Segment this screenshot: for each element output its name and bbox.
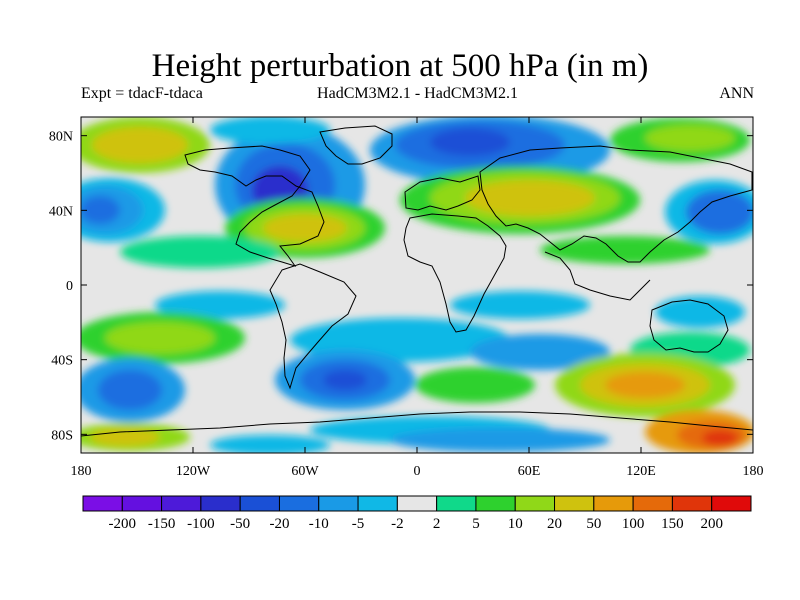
colorbar-swatch [475, 495, 516, 512]
colorbar-label: -100 [187, 516, 215, 532]
field-patch [120, 236, 280, 268]
coastlines [81, 125, 753, 437]
lon-tick-label: 180 [743, 464, 764, 479]
colorbar-label: 200 [700, 516, 723, 532]
colorbar-label: 10 [508, 516, 523, 532]
field-patch [465, 180, 595, 216]
colorbar-swatch [711, 495, 752, 512]
colorbar-swatch [593, 495, 634, 512]
south-america-outline [269, 263, 357, 390]
colorbar-label: -150 [148, 516, 176, 532]
field-patch [90, 428, 160, 446]
field-patch [655, 296, 745, 328]
height-field [81, 117, 753, 453]
colorbar-swatch [121, 495, 163, 512]
field-patch [92, 127, 188, 163]
field-patch [390, 428, 610, 452]
colorbar-swatch [161, 495, 202, 512]
lon-tick-label: 60E [518, 464, 541, 479]
field-patch [450, 291, 590, 319]
europe-outline [404, 175, 481, 211]
field-patch [702, 430, 738, 446]
lon-tick-label: 180 [71, 464, 92, 479]
lon-tick-label: 120E [626, 464, 656, 479]
colorbar-label: 20 [547, 516, 562, 532]
field-patch [430, 128, 510, 156]
colorbar-label: 5 [472, 516, 480, 532]
colorbar-label: 150 [661, 516, 684, 532]
experiment-label: Expt = tdacF-tdaca [81, 85, 203, 102]
colorbar-label: -50 [230, 516, 250, 532]
colorbar-swatch [278, 495, 320, 512]
lon-tick-label: 120W [176, 464, 211, 479]
field-patch [540, 236, 710, 264]
season-label: ANN [719, 85, 754, 102]
colorbar-label: -200 [109, 516, 137, 532]
field-patch [686, 190, 753, 234]
field-patch [105, 322, 215, 354]
colorbar-swatch [396, 495, 438, 512]
colorbar-swatch [632, 495, 673, 512]
field-patch [263, 214, 347, 242]
colorbar-swatch [318, 495, 359, 512]
asia-outline [479, 145, 753, 263]
lat-tick-label: 80N [49, 130, 73, 145]
maritime-continent-coast [544, 251, 651, 301]
chart-title: Height perturbation at 500 hPa (in m) [151, 48, 649, 84]
lat-tick-label: 0 [66, 279, 73, 294]
colorbar-swatch [239, 495, 280, 512]
field-patch [210, 435, 330, 453]
lon-tick-label: 0 [414, 464, 421, 479]
africa-outline [403, 213, 507, 333]
colorbar-label: 100 [622, 516, 645, 532]
field-patch [323, 370, 367, 390]
lat-tick-label: 40S [51, 354, 73, 369]
field-patch [415, 367, 535, 403]
colorbar-swatch [82, 495, 123, 512]
colorbar-label: 2 [433, 516, 441, 532]
colorbar-label: -5 [352, 516, 365, 532]
colorbar-swatch [514, 495, 556, 512]
antarctica-coast [81, 411, 753, 437]
field-patch [210, 117, 330, 144]
lat-tick-label: 80S [51, 428, 73, 443]
field-patch [98, 370, 162, 410]
model-label: HadCM3M2.1 - HadCM3M2.1 [317, 85, 518, 102]
field-patch [605, 372, 685, 398]
field-patch [81, 196, 120, 224]
colorbar-swatch [357, 495, 398, 512]
colorbar-swatch [554, 495, 595, 512]
field-patch [470, 334, 610, 370]
lon-tick-label: 60W [291, 464, 319, 479]
colorbar-label: -10 [309, 516, 329, 532]
colorbar-label: -20 [269, 516, 289, 532]
axis-ticks: 180 120W 60W 0 60E 120E 180 80N 40N 0 40S 80S [49, 117, 764, 479]
australia-outline [649, 299, 729, 353]
field-patch [645, 125, 735, 151]
colorbar: -200 -150 -100 -50 -20 -10 -5 -2 2 5 10 20 50 100 150 2… [82, 495, 752, 532]
colorbar-label: -2 [391, 516, 404, 532]
colorbar-swatch [436, 495, 477, 512]
greenland-outline [319, 125, 393, 165]
field-patch [155, 291, 285, 319]
colorbar-label: 50 [586, 516, 601, 532]
lat-tick-label: 40N [49, 204, 73, 219]
colorbar-swatch [200, 495, 241, 512]
colorbar-swatch [671, 495, 713, 512]
